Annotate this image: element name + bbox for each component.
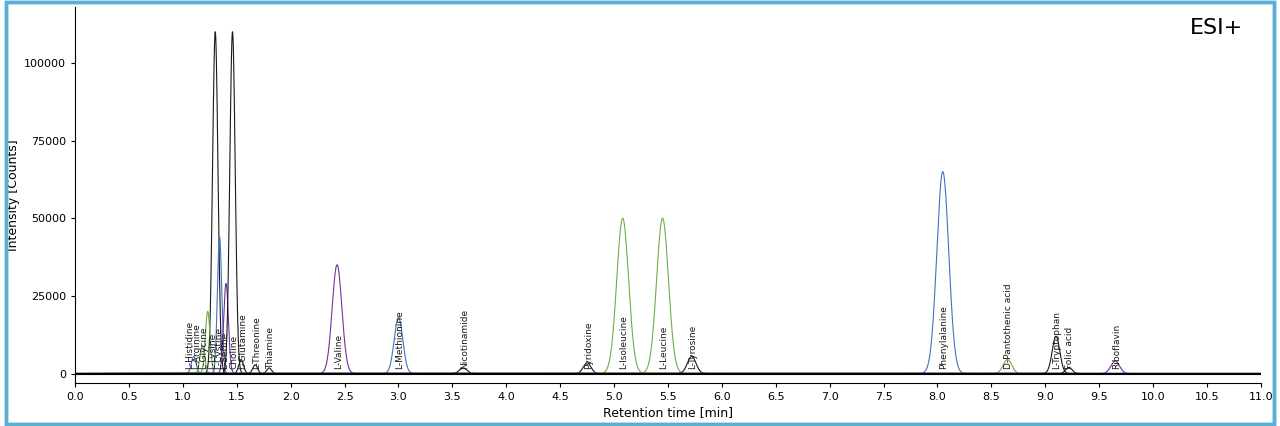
Text: L-Valine: L-Valine	[334, 334, 343, 369]
Text: L-Methionine: L-Methionine	[396, 310, 404, 369]
Text: L-Arginine: L-Arginine	[192, 323, 201, 369]
Text: L-Histidine: L-Histidine	[184, 321, 193, 369]
Text: L-Cystine: L-Cystine	[214, 327, 223, 369]
Text: Nicotinamide: Nicotinamide	[460, 309, 468, 369]
Text: Pyridoxine: Pyridoxine	[584, 321, 593, 369]
Text: Thiamine: Thiamine	[266, 327, 275, 369]
Text: Folic acid: Folic acid	[1065, 327, 1074, 369]
Text: L-Tryptophan: L-Tryptophan	[1052, 311, 1061, 369]
X-axis label: Retention time [min]: Retention time [min]	[603, 406, 733, 419]
Text: L-Threonine: L-Threonine	[252, 316, 261, 369]
Text: L-Tyrosine: L-Tyrosine	[689, 325, 698, 369]
Text: D-Pantothenic acid: D-Pantothenic acid	[1004, 283, 1012, 369]
Text: L-Leucine: L-Leucine	[659, 325, 668, 369]
Y-axis label: Intensity [Counts]: Intensity [Counts]	[6, 139, 20, 251]
Text: L-Glutamine: L-Glutamine	[238, 313, 247, 369]
Text: Choline: Choline	[229, 335, 238, 369]
Text: ESI+: ESI+	[1189, 18, 1243, 38]
Text: Phenylalanine: Phenylalanine	[940, 305, 948, 369]
Text: Riboflavin: Riboflavin	[1112, 324, 1121, 369]
Text: L-Lysine: L-Lysine	[209, 333, 218, 369]
Text: L-Isoleucine: L-Isoleucine	[620, 315, 628, 369]
Text: L-Glycine: L-Glycine	[198, 326, 207, 369]
Text: L-Serine: L-Serine	[220, 331, 229, 369]
